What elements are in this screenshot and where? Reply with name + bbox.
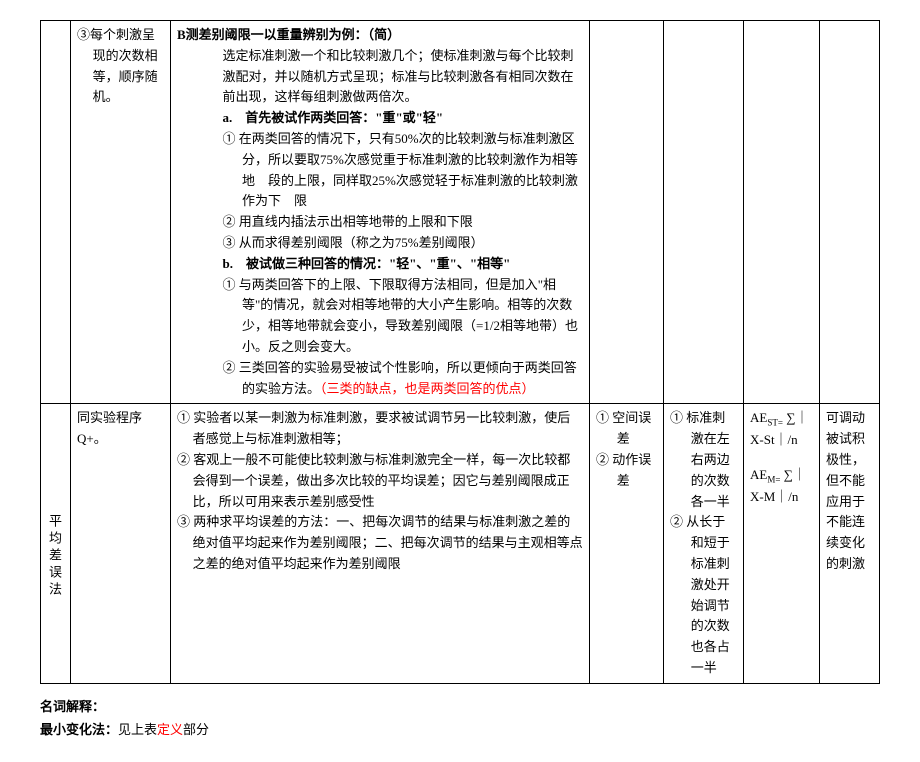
cell-r1-c3: B测差别阈限一以重量辨别为例：（简） 选定标准刺激一个和比较刺激几个；使标准刺激… (171, 21, 590, 404)
notes-line: 最小变化法：见上表定义部分 (40, 719, 880, 738)
r1c3-intro: 选定标准刺激一个和比较刺激几个；使标准刺激与每个比较刺激配对，并以随机方式呈现；… (203, 46, 583, 108)
r1c3-b: b. 被试做三种回答的情况："轻"、"重"、"相等" (203, 254, 583, 275)
r1c3-a3: ③ 从而求得差别阈限（称之为75%差别阈限） (223, 233, 584, 254)
r1c3-b2: ② 三类回答的实验易受被试个性影响，所以更倾向于两类回答的实验方法。（三类的缺点… (223, 358, 584, 400)
r1c2-item: ③每个刺激呈现的次数相等，顺序随机。 (77, 25, 164, 108)
main-table: ③每个刺激呈现的次数相等，顺序随机。 B测差别阈限一以重量辨别为例：（简） 选定… (40, 20, 880, 684)
r1c3-a2: ② 用直线内插法示出相等地带的上限和下限 (223, 212, 584, 233)
r1c3-a1: ① 在两类回答的情况下，只有50%次的比较刺激与标准刺激区 分，所以要取75%次… (223, 129, 584, 212)
cell-r2-c4: ① 空间误差 ② 动作误差 (590, 404, 664, 683)
r2c3-2: ② 客观上一般不可能使比较刺激与标准刺激完全一样，每一次比较都会得到一个误差，做… (177, 450, 583, 512)
cell-r2-c3: ① 实验者以某一刺激为标准刺激，要求被试调节另一比较刺激，使后者感觉上与标准刺激… (171, 404, 590, 683)
r1c3-a: a. 首先被试作两类回答："重"或"轻" (203, 108, 583, 129)
r2c5-1: ① 标准刺激在左右两边的次数各一半 (670, 408, 737, 512)
cell-r1-c1 (41, 21, 71, 404)
cell-r2-c5: ① 标准刺激在左右两边的次数各一半 ② 从长于和短于标准刺激处开始调节的次数也各… (664, 404, 744, 683)
cell-r2-c6: AEST= ∑｜X-St｜/n AEM= ∑｜X-M｜/n (744, 404, 820, 683)
r2c3-3: ③ 两种求平均误差的方法：一、把每次调节的结果与标准刺激之差的绝对值平均起来作为… (177, 512, 583, 574)
table-row-2: 平均差误法 同实验程序Q+。 ① 实验者以某一刺激为标准刺激，要求被试调节另一比… (41, 404, 880, 683)
notes-title: 名词解释： (40, 696, 880, 715)
cell-r1-c4 (590, 21, 664, 404)
r2c5-2: ② 从长于和短于标准刺激处开始调节的次数也各占一半 (670, 512, 737, 678)
r1c3-b1: ① 与两类回答下的上限、下限取得方法相同，但是加入"相等"的情况，就会对相等地带… (223, 275, 584, 358)
table-row-1: ③每个刺激呈现的次数相等，顺序随机。 B测差别阈限一以重量辨别为例：（简） 选定… (41, 21, 880, 404)
r2c4-2: ② 动作误差 (596, 450, 657, 492)
cell-r1-c6 (744, 21, 820, 404)
r1c3-title: B测差别阈限一以重量辨别为例：（简） (177, 25, 583, 46)
cell-r1-c5 (664, 21, 744, 404)
cell-r1-c7 (820, 21, 880, 404)
r2c6-f2: AEM= ∑｜X-M｜/n (750, 465, 813, 508)
r2c3-1: ① 实验者以某一刺激为标准刺激，要求被试调节另一比较刺激，使后者感觉上与标准刺激… (177, 408, 583, 450)
cell-r2-c2: 同实验程序Q+。 (71, 404, 171, 683)
r2c6-f1: AEST= ∑｜X-St｜/n (750, 408, 813, 451)
cell-r2-c7: 可调动被试积极性，但不能应用于不能连续变化的刺激 (820, 404, 880, 683)
r2c4-1: ① 空间误差 (596, 408, 657, 450)
notes-section: 名词解释： 最小变化法：见上表定义部分 (40, 696, 880, 738)
cell-r2-c1: 平均差误法 (41, 404, 71, 683)
cell-r1-c2: ③每个刺激呈现的次数相等，顺序随机。 (71, 21, 171, 404)
